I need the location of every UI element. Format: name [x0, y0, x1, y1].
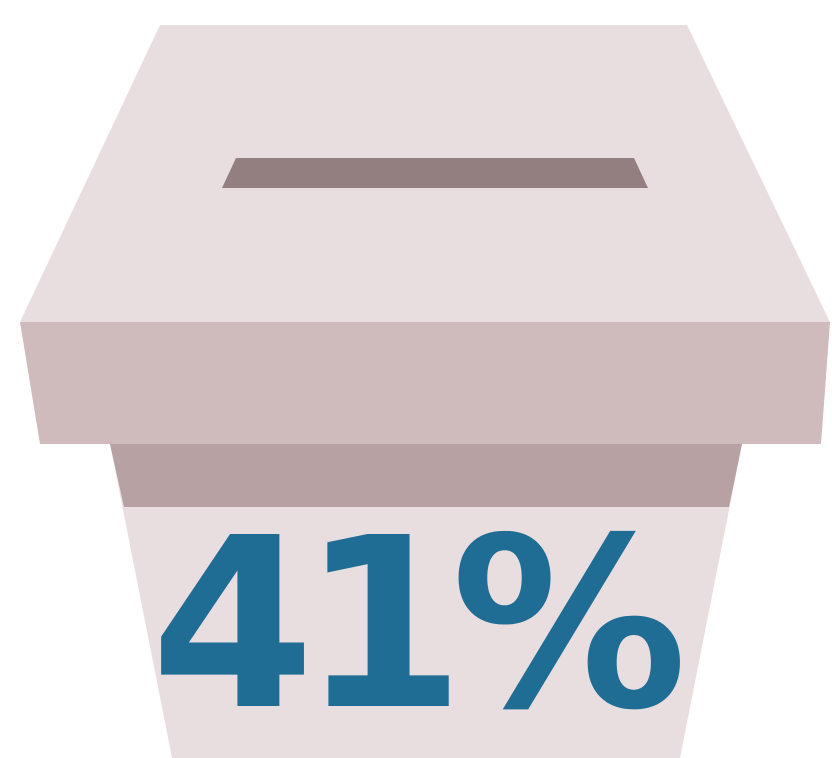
- percentage-value: 41%: [151, 487, 680, 758]
- ballot-box-band: [110, 444, 742, 507]
- ballot-box-body: [110, 444, 742, 758]
- ballot-box-lid-front: [20, 322, 830, 444]
- ballot-slot: [222, 158, 648, 188]
